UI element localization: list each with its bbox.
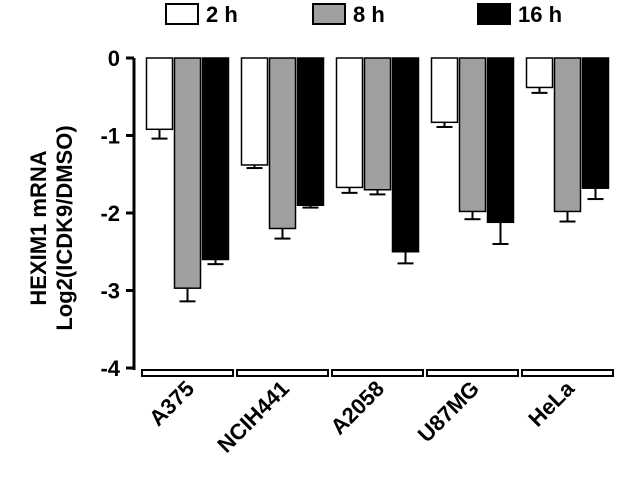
bar-HeLa-16h bbox=[581, 57, 610, 189]
x-axis-segment bbox=[141, 369, 234, 377]
bar-A2058-16h bbox=[391, 57, 420, 253]
y-axis-title-line2: Log2(ICDK9/DMSO) bbox=[52, 125, 77, 330]
x-axis-segment bbox=[521, 369, 614, 377]
y-axis-title-line1: HEXIM1 mRNA bbox=[26, 150, 51, 305]
bar-NCIH441-2h bbox=[240, 57, 269, 166]
bar-A2058-2h bbox=[335, 57, 364, 189]
legend-swatch-8h bbox=[312, 3, 346, 25]
bar-U87MG-16h bbox=[486, 57, 515, 224]
x-tick-label-U87MG: U87MG bbox=[413, 376, 484, 447]
x-axis: A375 NCIH441 A2058 U87MG HeLa bbox=[141, 369, 614, 458]
y-tick-label: -1 bbox=[100, 124, 120, 149]
y-tick-label: 0 bbox=[108, 46, 120, 71]
legend: 2 h 8 h 16 h bbox=[165, 2, 562, 27]
bar-U87MG-2h bbox=[430, 57, 459, 124]
legend-label-16h: 16 h bbox=[518, 2, 562, 27]
bar-A375-16h bbox=[201, 57, 230, 261]
legend-swatch-2h bbox=[165, 3, 199, 25]
bar-A2058-8h bbox=[363, 57, 392, 191]
x-axis-segment bbox=[426, 369, 519, 377]
y-tick-label: -3 bbox=[100, 279, 120, 304]
x-tick-label-HeLa: HeLa bbox=[523, 375, 579, 431]
bar-U87MG-8h bbox=[458, 57, 487, 213]
x-tick-label-A2058: A2058 bbox=[326, 376, 390, 440]
x-axis-segment bbox=[331, 369, 424, 377]
bars bbox=[145, 57, 610, 303]
x-axis-segment bbox=[236, 369, 329, 377]
bar-NCIH441-8h bbox=[268, 57, 297, 230]
bar-NCIH441-16h bbox=[296, 57, 325, 206]
bar-A375-2h bbox=[145, 57, 174, 131]
y-tick-label: -4 bbox=[100, 356, 120, 381]
y-tick-label: -2 bbox=[100, 201, 120, 226]
legend-label-8h: 8 h bbox=[353, 2, 385, 27]
bar-HeLa-2h bbox=[525, 57, 554, 89]
y-axis-title: HEXIM1 mRNA Log2(ICDK9/DMSO) bbox=[26, 125, 77, 330]
x-tick-label-A375: A375 bbox=[144, 376, 199, 431]
y-axis: 0 -1 -2 -3 -4 bbox=[100, 46, 136, 381]
x-tick-label-NCIH441: NCIH441 bbox=[212, 376, 294, 458]
bar-HeLa-8h bbox=[553, 57, 582, 213]
legend-swatch-16h bbox=[477, 3, 511, 25]
bar-A375-8h bbox=[173, 57, 202, 289]
legend-label-2h: 2 h bbox=[206, 2, 238, 27]
